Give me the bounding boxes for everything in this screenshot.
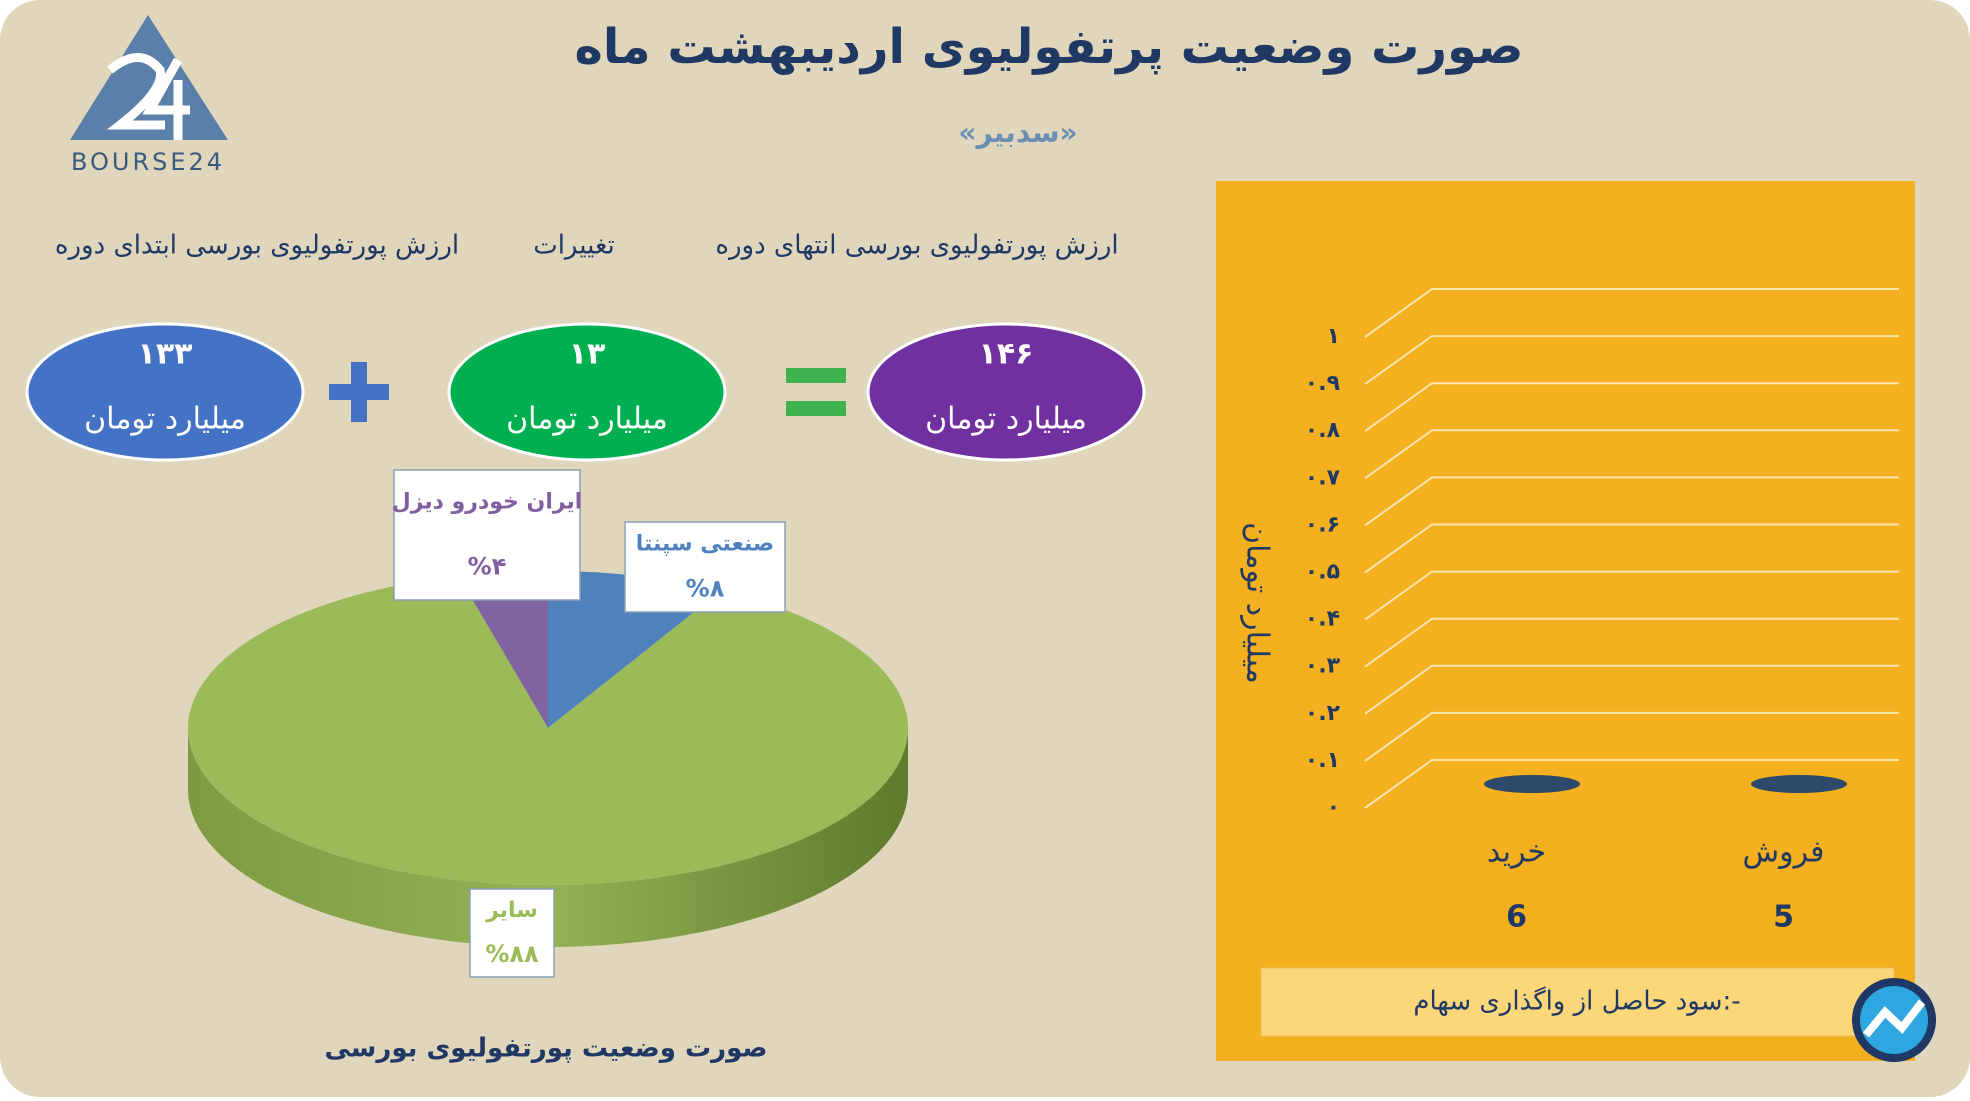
pie-label-box: [624, 521, 786, 613]
grid-line: [1364, 335, 1899, 385]
summary-label: ارزش پورتفولیوی بورسی ابتدای دوره: [55, 231, 459, 261]
summary-unit: میلیارد تومان: [506, 402, 668, 437]
grid-line: [1364, 711, 1899, 762]
y-axis-label: میلیارد تومان: [1240, 522, 1275, 684]
summary-value: ۱۴۶: [979, 337, 1034, 372]
summary-label: ارزش پورتفولیوی بورسی انتهای دوره: [715, 231, 1118, 261]
x-tick-label: فروش: [1742, 835, 1824, 870]
bar: [1484, 775, 1580, 793]
y-tick-label: ۰.۳: [1305, 654, 1341, 679]
pie-category: صنعتی سپنتا: [636, 532, 774, 557]
y-tick-label: ۰.۲: [1305, 701, 1341, 726]
pie-slice: [458, 571, 548, 728]
note: سود حاصل از واگذاری سهام:-: [1413, 986, 1740, 1017]
logo: BOURSE24: [70, 15, 228, 176]
title: صورت وضعیت پرتفولیوی اردیبهشت ماه: [575, 19, 1524, 75]
pie-label-box: [393, 469, 581, 601]
summary-value: ۱۳: [569, 337, 606, 372]
y-tick-label: ۰.۶: [1305, 512, 1340, 537]
grid-line: [1364, 617, 1899, 668]
grid-line: [1364, 429, 1899, 480]
y-tick-label: ۰.۷: [1305, 465, 1341, 490]
summary-value: ۱۳۳: [138, 337, 193, 372]
bar: [1751, 775, 1847, 793]
y-tick-label: ۰: [1327, 795, 1340, 820]
category-count: 5: [1773, 900, 1794, 935]
pie-value-label: %۸: [686, 575, 725, 603]
pie-label-box: [469, 888, 555, 978]
summary-oval: [25, 322, 305, 462]
y-tick-label: ۰.۱: [1305, 748, 1340, 773]
y-tick-label: ۰.۹: [1305, 371, 1340, 396]
y-tick-label: ۰.۴: [1305, 607, 1340, 632]
corner-icon: [1852, 978, 1936, 1062]
grid-line: [1364, 523, 1899, 574]
pie-value-label: %۸۸: [485, 940, 539, 968]
summary-unit: میلیارد تومان: [925, 402, 1087, 437]
grid-line: [1364, 382, 1899, 433]
category-count: 6: [1506, 900, 1527, 935]
grid-line: [1364, 476, 1899, 527]
x-tick-label: خرید: [1487, 835, 1546, 870]
grid-line: [1364, 759, 1899, 809]
summary-oval: [866, 322, 1146, 462]
pie-side: [188, 728, 908, 947]
y-tick-label: ۰.۵: [1305, 560, 1340, 585]
pie-slice: [187, 575, 908, 885]
subtitle: «سدبیر»: [958, 116, 1077, 149]
pie-category: ایران خودرو دیزل: [392, 490, 583, 515]
equals-sign: [786, 368, 846, 416]
pie-value-label: %۴: [468, 553, 507, 581]
summary-label: تغییرات: [533, 231, 615, 261]
grid-line: [1364, 570, 1899, 621]
grid-line: [1364, 664, 1899, 715]
plus-sign: [329, 362, 389, 422]
pie-category: سایر: [485, 898, 538, 923]
summary-oval: [447, 322, 727, 462]
y-tick-label: ۰.۸: [1305, 418, 1341, 443]
y-tick-label: ۱: [1327, 324, 1340, 349]
grid-line: [1364, 288, 1899, 338]
logo-text: BOURSE24: [71, 148, 225, 176]
pie-title: صورت وضعیت پورتفولیوی بورسی: [325, 1034, 768, 1064]
bar-panel: [1216, 181, 1915, 1061]
summary-unit: میلیارد تومان: [84, 402, 246, 437]
